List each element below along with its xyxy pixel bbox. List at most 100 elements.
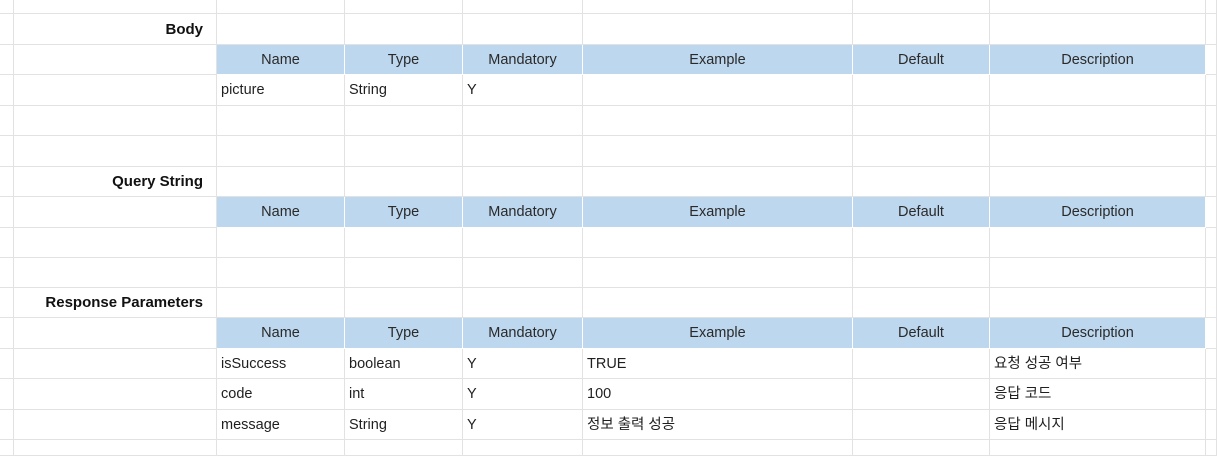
grid-cell[interactable]	[217, 167, 345, 197]
grid-cell[interactable]	[14, 318, 217, 349]
grid-cell[interactable]	[345, 14, 463, 45]
table-cell-example[interactable]: TRUE	[583, 349, 853, 379]
table-cell-name[interactable]: picture	[217, 75, 345, 106]
grid-cell[interactable]	[217, 0, 345, 14]
table-cell-name[interactable]: code	[217, 379, 345, 410]
grid-cell[interactable]	[14, 228, 217, 258]
grid-cell[interactable]	[0, 0, 14, 14]
column-header-example[interactable]: Example	[583, 45, 853, 75]
grid-cell[interactable]	[583, 106, 853, 136]
grid-cell[interactable]	[583, 167, 853, 197]
grid-cell[interactable]	[1206, 197, 1217, 228]
table-cell-type[interactable]: boolean	[345, 349, 463, 379]
grid-cell[interactable]	[0, 45, 14, 75]
grid-cell[interactable]	[853, 167, 990, 197]
grid-cell[interactable]	[990, 288, 1206, 318]
grid-cell[interactable]	[217, 106, 345, 136]
table-cell-default[interactable]	[853, 349, 990, 379]
column-header-default[interactable]: Default	[853, 318, 990, 349]
table-cell-description[interactable]	[990, 75, 1206, 106]
column-header-name[interactable]: Name	[217, 318, 345, 349]
table-cell-type[interactable]: int	[345, 379, 463, 410]
table-cell-mandatory[interactable]: Y	[463, 379, 583, 410]
column-header-mandatory[interactable]: Mandatory	[463, 318, 583, 349]
section-label[interactable]: Body	[14, 14, 217, 45]
column-header-mandatory[interactable]: Mandatory	[463, 197, 583, 228]
table-cell-type[interactable]: String	[345, 410, 463, 440]
grid-cell[interactable]	[1206, 440, 1217, 456]
table-cell-mandatory[interactable]: Y	[463, 410, 583, 440]
grid-cell[interactable]	[0, 197, 14, 228]
grid-cell[interactable]	[345, 136, 463, 167]
grid-cell[interactable]	[217, 288, 345, 318]
column-header-mandatory[interactable]: Mandatory	[463, 45, 583, 75]
grid-cell[interactable]	[463, 0, 583, 14]
table-cell-example[interactable]: 100	[583, 379, 853, 410]
grid-cell[interactable]	[463, 440, 583, 456]
grid-cell[interactable]	[990, 228, 1206, 258]
table-cell-example[interactable]: 정보 출력 성공	[583, 410, 853, 440]
grid-cell[interactable]	[853, 0, 990, 14]
column-header-name[interactable]: Name	[217, 197, 345, 228]
column-header-name[interactable]: Name	[217, 45, 345, 75]
grid-cell[interactable]	[1206, 75, 1217, 106]
grid-cell[interactable]	[1206, 258, 1217, 288]
grid-cell[interactable]	[0, 258, 14, 288]
grid-cell[interactable]	[14, 106, 217, 136]
table-cell-default[interactable]	[853, 75, 990, 106]
column-header-example[interactable]: Example	[583, 318, 853, 349]
grid-cell[interactable]	[990, 258, 1206, 288]
grid-cell[interactable]	[0, 440, 14, 456]
grid-cell[interactable]	[0, 136, 14, 167]
grid-cell[interactable]	[217, 14, 345, 45]
grid-cell[interactable]	[463, 167, 583, 197]
grid-cell[interactable]	[990, 136, 1206, 167]
column-header-description[interactable]: Description	[990, 197, 1206, 228]
grid-cell[interactable]	[14, 410, 217, 440]
table-cell-name[interactable]: isSuccess	[217, 349, 345, 379]
grid-cell[interactable]	[14, 45, 217, 75]
grid-cell[interactable]	[853, 258, 990, 288]
grid-cell[interactable]	[990, 0, 1206, 14]
grid-cell[interactable]	[0, 410, 14, 440]
grid-cell[interactable]	[853, 106, 990, 136]
grid-cell[interactable]	[1206, 14, 1217, 45]
table-cell-description[interactable]: 응답 코드	[990, 379, 1206, 410]
table-cell-description[interactable]: 응답 메시지	[990, 410, 1206, 440]
grid-cell[interactable]	[0, 318, 14, 349]
grid-cell[interactable]	[217, 136, 345, 167]
grid-cell[interactable]	[583, 0, 853, 14]
table-cell-default[interactable]	[853, 410, 990, 440]
grid-cell[interactable]	[583, 440, 853, 456]
grid-cell[interactable]	[217, 258, 345, 288]
grid-cell[interactable]	[345, 258, 463, 288]
table-cell-mandatory[interactable]: Y	[463, 349, 583, 379]
grid-cell[interactable]	[0, 379, 14, 410]
table-cell-example[interactable]	[583, 75, 853, 106]
grid-cell[interactable]	[853, 228, 990, 258]
grid-cell[interactable]	[14, 349, 217, 379]
grid-cell[interactable]	[1206, 136, 1217, 167]
grid-cell[interactable]	[14, 75, 217, 106]
column-header-type[interactable]: Type	[345, 318, 463, 349]
grid-cell[interactable]	[583, 14, 853, 45]
grid-cell[interactable]	[583, 136, 853, 167]
grid-cell[interactable]	[853, 440, 990, 456]
grid-cell[interactable]	[14, 440, 217, 456]
column-header-description[interactable]: Description	[990, 45, 1206, 75]
grid-cell[interactable]	[345, 167, 463, 197]
grid-cell[interactable]	[1206, 318, 1217, 349]
column-header-type[interactable]: Type	[345, 197, 463, 228]
grid-cell[interactable]	[463, 106, 583, 136]
grid-cell[interactable]	[853, 288, 990, 318]
table-cell-default[interactable]	[853, 379, 990, 410]
grid-cell[interactable]	[345, 228, 463, 258]
grid-cell[interactable]	[1206, 45, 1217, 75]
section-label[interactable]: Query String	[14, 167, 217, 197]
grid-cell[interactable]	[463, 136, 583, 167]
grid-cell[interactable]	[853, 14, 990, 45]
grid-cell[interactable]	[14, 379, 217, 410]
grid-cell[interactable]	[853, 136, 990, 167]
table-cell-mandatory[interactable]: Y	[463, 75, 583, 106]
grid-cell[interactable]	[0, 349, 14, 379]
